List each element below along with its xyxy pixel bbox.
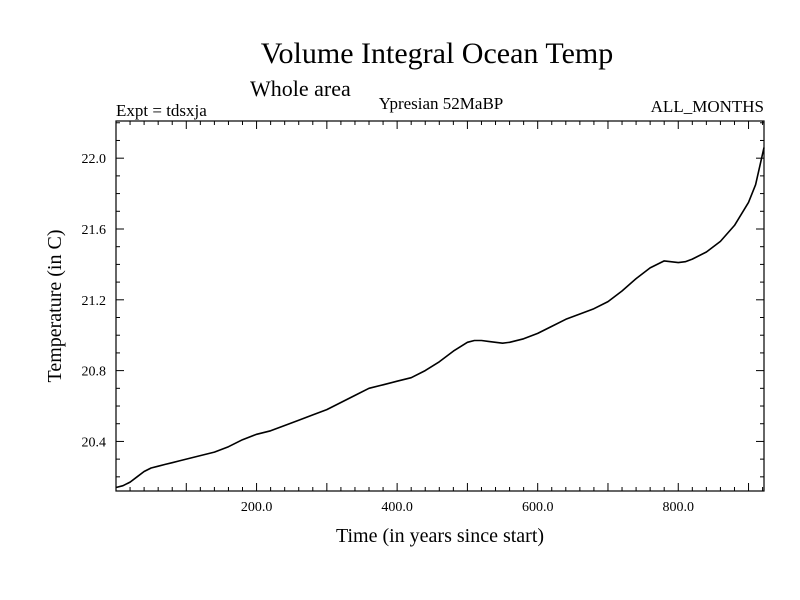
temperature-series-line [115, 147, 765, 489]
y-tick-label: 20.8 [82, 365, 107, 380]
x-axis-label: Time (in years since start) [336, 525, 544, 547]
axis-ticks [116, 121, 764, 491]
y-tick-label: 20.4 [82, 435, 107, 450]
chart-title: Volume Integral Ocean Temp [261, 37, 614, 70]
tick-labels: 200.0 400.0 600.0 800.0 20.4 20.8 21.2 21.6 22.0 [82, 152, 695, 515]
x-tick-label: 400.0 [381, 500, 413, 515]
y-tick-label: 21.6 [82, 223, 107, 238]
months-label: ALL_MONTHS [651, 97, 764, 116]
experiment-label: Expt = tdsxja [116, 101, 207, 120]
chart-subtitle: Whole area [250, 76, 351, 101]
y-tick-label: 22.0 [82, 152, 107, 167]
x-tick-label: 800.0 [663, 500, 695, 515]
period-label: Ypresian 52MaBP [379, 94, 504, 113]
y-axis-label: Temperature (in C) [44, 230, 66, 383]
plot-frame [115, 120, 765, 492]
x-tick-label: 200.0 [241, 500, 273, 515]
x-tick-label: 600.0 [522, 500, 554, 515]
y-tick-label: 21.2 [82, 294, 107, 309]
